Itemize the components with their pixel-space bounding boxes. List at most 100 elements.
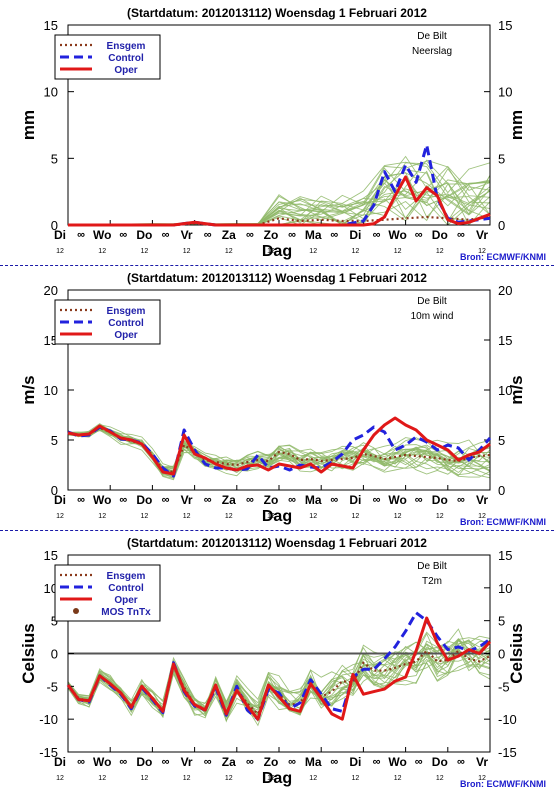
panel-separator: [0, 265, 554, 266]
y-tick-label-right: 0: [498, 483, 505, 498]
legend-label: Control: [108, 583, 144, 594]
x-minor-tick: ∞: [204, 229, 212, 241]
x-day-label: Di: [54, 228, 66, 242]
y-tick-label-right: 5: [498, 433, 505, 448]
y-tick-label-right: -10: [498, 712, 517, 727]
x-minor-tick: ∞: [457, 756, 465, 768]
x-minor-tick: ∞: [415, 229, 423, 241]
x-minor-tick: ∞: [119, 229, 127, 241]
y-tick-label-right: 10: [498, 581, 512, 596]
legend-label: Oper: [114, 65, 137, 76]
x-minor-tick: ∞: [162, 756, 170, 768]
variable-label: T2m: [422, 576, 442, 587]
x-day-label: Za: [222, 755, 236, 769]
x-day-label: Zo: [264, 228, 279, 242]
x-day-label: Do: [432, 755, 448, 769]
x-hour-label: 12: [267, 513, 275, 520]
y-tick-label-left: -10: [39, 712, 58, 727]
x-hour-label: 12: [225, 513, 233, 520]
y-axis-label-left: mm: [19, 110, 38, 140]
y-tick-label-left: 20: [44, 283, 58, 298]
legend-label: Ensgem: [107, 41, 146, 52]
x-day-label: Do: [432, 493, 448, 507]
x-hour-label: 12: [141, 513, 149, 520]
x-minor-tick: ∞: [288, 229, 296, 241]
x-hour-label: 12: [352, 513, 360, 520]
x-day-label: Wo: [388, 755, 406, 769]
ensemble-member-line: [67, 430, 491, 476]
legend-box: [54, 299, 161, 345]
x-hour-label: 12: [141, 775, 149, 782]
x-minor-tick: ∞: [246, 229, 254, 241]
x-day-label: Do: [136, 493, 152, 507]
x-minor-tick: ∞: [204, 494, 212, 506]
y-tick-label-right: 15: [498, 548, 512, 563]
x-day-label: Vr: [476, 755, 488, 769]
x-hour-label: 12: [352, 248, 360, 255]
x-day-label: Wo: [93, 228, 111, 242]
y-axis-label-left: m/s: [19, 375, 38, 404]
x-day-label: Di: [54, 493, 66, 507]
legend-label: Oper: [114, 330, 137, 341]
y-tick-label-right: 20: [498, 283, 512, 298]
x-axis-label: Dag: [262, 243, 292, 260]
y-tick-label-right: 0: [498, 218, 505, 233]
y-axis-label-right: mm: [507, 110, 526, 140]
x-minor-tick: ∞: [288, 494, 296, 506]
y-tick-label-right: 10: [498, 383, 512, 398]
y-tick-label-left: 15: [44, 548, 58, 563]
x-day-label: Wo: [93, 755, 111, 769]
source-label: Bron: ECMWF/KNMI: [460, 252, 546, 262]
x-minor-tick: ∞: [119, 756, 127, 768]
y-axis-label-right: Celsius: [507, 623, 526, 683]
source-label: Bron: ECMWF/KNMI: [460, 517, 546, 527]
x-minor-tick: ∞: [330, 229, 338, 241]
series-line-oper: [68, 175, 491, 227]
x-minor-tick: ∞: [204, 756, 212, 768]
x-day-label: Di: [349, 493, 361, 507]
x-day-label: Ma: [305, 755, 322, 769]
y-tick-label-left: 10: [44, 383, 58, 398]
x-minor-tick: ∞: [77, 494, 85, 506]
x-day-label: Zo: [264, 493, 279, 507]
legend-label: Ensgem: [107, 306, 146, 317]
x-minor-tick: ∞: [330, 494, 338, 506]
x-day-label: Wo: [93, 493, 111, 507]
x-day-label: Za: [222, 493, 236, 507]
x-minor-tick: ∞: [162, 494, 170, 506]
x-hour-label: 12: [56, 248, 64, 255]
x-day-label: Ma: [305, 228, 322, 242]
x-hour-label: 12: [436, 775, 444, 782]
x-day-label: Wo: [388, 228, 406, 242]
x-hour-label: 12: [394, 513, 402, 520]
x-hour-label: 12: [56, 513, 64, 520]
y-tick-label-left: 5: [51, 151, 58, 166]
x-hour-label: 12: [183, 775, 191, 782]
y-tick-label-left: -5: [46, 679, 58, 694]
y-tick-label-right: -5: [498, 679, 510, 694]
x-day-label: Zo: [264, 755, 279, 769]
x-day-label: Do: [136, 755, 152, 769]
variable-label: 10m wind: [411, 311, 454, 322]
variable-label: Neerslag: [412, 46, 452, 57]
x-hour-label: 12: [98, 513, 106, 520]
legend-box: [54, 564, 161, 622]
legend-label: Control: [108, 53, 144, 64]
x-minor-tick: ∞: [77, 756, 85, 768]
y-tick-label-right: 5: [498, 151, 505, 166]
x-minor-tick: ∞: [246, 756, 254, 768]
x-hour-label: 12: [225, 775, 233, 782]
x-day-label: Vr: [476, 493, 488, 507]
series-line-oper: [66, 616, 492, 721]
y-tick-label-right: 0: [498, 647, 505, 662]
x-day-label: Wo: [388, 493, 406, 507]
x-hour-label: 12: [56, 775, 64, 782]
ensemble-member-line: [67, 654, 491, 715]
x-hour-label: 12: [98, 248, 106, 255]
x-hour-label: 12: [309, 775, 317, 782]
x-hour-label: 12: [478, 248, 486, 255]
panel-2: (Startdatum: 2012013112) Woensdag 1 Febr…: [19, 271, 546, 527]
x-hour-label: 12: [141, 248, 149, 255]
location-label: De Bilt: [417, 296, 447, 307]
